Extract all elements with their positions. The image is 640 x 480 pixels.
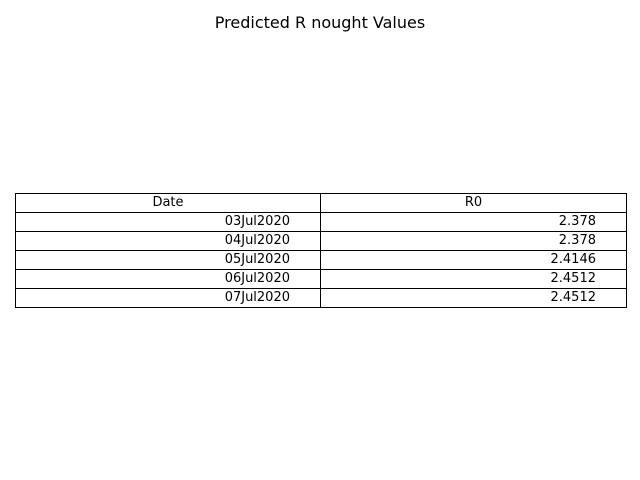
r0-value-cell: 2.4146 [320,250,627,270]
date-cell: 05Jul2020 [15,250,321,270]
r0-value-cell: 2.378 [320,231,627,251]
r0-value-cell: 2.4512 [320,288,627,308]
table-row: 07Jul2020 2.4512 [15,288,627,308]
data-table: Date R0 03Jul2020 2.378 04Jul2020 2.378 05Ju… [15,193,627,308]
table-row: 06Jul2020 2.4512 [15,269,627,289]
date-cell: 07Jul2020 [15,288,321,308]
date-cell: 06Jul2020 [15,269,321,289]
column-header-date: Date [15,193,321,213]
table-header-row: Date R0 [15,193,627,213]
chart-title: Predicted R nought Values [214,13,426,32]
r0-value-cell: 2.378 [320,212,627,232]
table-row: 05Jul2020 2.4146 [15,250,627,270]
column-header-r0: R0 [320,193,627,213]
date-cell: 04Jul2020 [15,231,321,251]
date-cell: 03Jul2020 [15,212,321,232]
table-row: 03Jul2020 2.378 [15,212,627,232]
table-body: 03Jul2020 2.378 04Jul2020 2.378 05Jul2020 2.4… [15,212,627,308]
table-row: 04Jul2020 2.378 [15,231,627,251]
r0-value-cell: 2.4512 [320,269,627,289]
